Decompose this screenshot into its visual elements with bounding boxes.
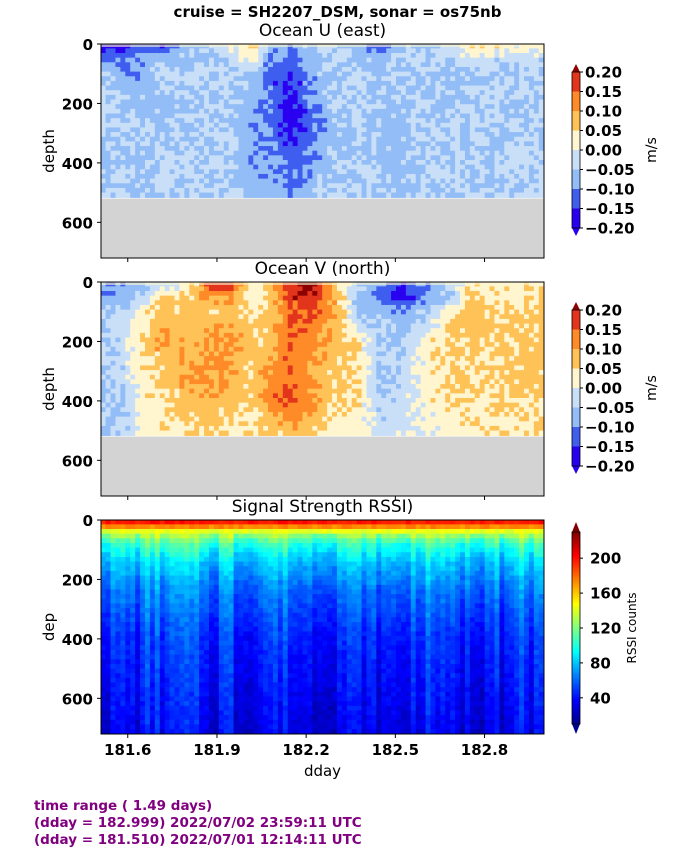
no-data-region [101, 198, 544, 258]
y-tick-label: 0 [83, 36, 93, 54]
panel-3: Signal Strength RSSI) 0 200 400 600 dep 181.6 1… [40, 497, 639, 780]
panel-1: Ocean U (east) 0 200 400 600 depth 0.200.15 0.1… [40, 21, 660, 262]
colorbar-band [572, 407, 580, 427]
colorbar-tick-label: −0.20 [585, 220, 635, 238]
y-tick-label: 200 [62, 571, 93, 589]
colorbar-tick-label: 0.00 [585, 142, 622, 160]
no-data-region [101, 436, 544, 496]
panel-2: Ocean V (north)0200400600depth0.200.150.… [40, 259, 660, 500]
colorbar-tick-label: 120 [590, 620, 621, 638]
colorbar-band [572, 169, 580, 189]
y-tick-label: 400 [62, 393, 93, 411]
x-tick-label: 181.6 [104, 741, 151, 759]
colorbar: 0.200.15 0.100.05 0.00−0.05 −0.10−0.15 −0.20… [571, 64, 660, 238]
colorbar-tick-label: −0.05 [585, 161, 635, 179]
y-tick-label: 600 [62, 690, 93, 708]
y-tick-label: 600 [62, 452, 93, 470]
heatmap-cells [100, 43, 545, 198]
heatmap-cells [100, 281, 545, 436]
panel-title: Ocean V (north) [255, 259, 391, 279]
x-tick-label: 182.2 [282, 741, 329, 759]
x-tick-label: 182.5 [372, 741, 419, 759]
y-tick-label: 0 [83, 512, 93, 530]
colorbar-tick-label: −0.10 [585, 181, 635, 199]
figure-suptitle: cruise = SH2207_DSM, sonar = os75nb [173, 3, 502, 21]
colorbar-band [572, 72, 580, 92]
colorbar-band [572, 189, 580, 209]
y-tick-label: 400 [62, 155, 93, 173]
y-tick-label: 0 [83, 274, 93, 292]
y-axis-label: depth [40, 367, 58, 411]
footer-time-range: time range ( 1.49 days) [34, 798, 213, 814]
y-tick-label: 200 [62, 333, 93, 351]
colorbar-tick-label: 0.20 [585, 64, 622, 82]
colorbar: 0.200.15 0.100.05 0.00−0.05 −0.10−0.15 −0.20… [571, 302, 660, 476]
colorbar-tick-label: 0.15 [585, 83, 622, 101]
colorbar-label: m/s [644, 375, 660, 401]
colorbar-band [572, 150, 580, 170]
colorbar-tick-label: 0.10 [585, 103, 622, 121]
colorbar-band [572, 388, 580, 408]
colorbar-extend-top [572, 302, 580, 310]
colorbar-tick-label: −0.15 [585, 438, 635, 456]
colorbar-tick-label: −0.20 [585, 458, 635, 476]
colorbar-tick-label: −0.10 [585, 419, 635, 437]
axes-frame [100, 43, 545, 259]
colorbar-label: RSSI counts [625, 592, 639, 663]
colorbar-extend-bottom [572, 466, 580, 474]
colorbar-band [572, 111, 580, 131]
time-range-footer: time range ( 1.49 days) (dday = 182.999)… [34, 798, 362, 849]
heatmap-cells [100, 519, 545, 735]
colorbar-tick-label: 0.10 [585, 341, 622, 359]
y-axis-label: depth [40, 129, 58, 173]
colorbar-band [572, 91, 580, 111]
colorbar-band [572, 310, 580, 330]
panel-title: Signal Strength RSSI) [232, 497, 414, 517]
colorbar-band [572, 368, 580, 388]
x-axis-label: dday [304, 762, 341, 780]
colorbar-tick-label: 0.15 [585, 321, 622, 339]
y-tick-label: 200 [62, 95, 93, 113]
colorbar-tick-label: 40 [590, 689, 611, 707]
y-axis-label: dep [40, 613, 58, 641]
y-tick-label: 400 [62, 631, 93, 649]
colorbar-band [572, 427, 580, 447]
panel-title: Ocean U (east) [259, 21, 386, 41]
colorbar-tick-label: 160 [590, 585, 621, 603]
colorbar-band [572, 130, 580, 150]
colorbar-band [572, 349, 580, 369]
colorbar-gradient [572, 532, 580, 724]
colorbar-tick-label: 80 [590, 654, 611, 672]
colorbar: 200 160 120 80 40 RSSI counts [571, 522, 639, 734]
colorbar-tick-label: 0.05 [585, 360, 622, 378]
colorbar-label: m/s [644, 137, 660, 163]
colorbar-band [572, 329, 580, 349]
x-tick-label: 182.8 [461, 741, 508, 759]
colorbar-band [572, 208, 580, 228]
colorbar-tick-label: −0.05 [585, 399, 635, 417]
colorbar-tick-label: 0.20 [585, 302, 622, 320]
colorbar-band [572, 446, 580, 466]
footer-end-time: (dday = 182.999) 2022/07/02 23:59:11 UTC [34, 815, 362, 831]
colorbar-tick-label: 200 [590, 550, 621, 568]
colorbar-extend-top [572, 64, 580, 72]
colorbar-tick-label: −0.15 [585, 200, 635, 218]
colorbar-tick-label: 0.05 [585, 122, 622, 140]
colorbar-extend-top [572, 522, 580, 532]
x-tick-label: 181.9 [193, 741, 240, 759]
axes-frame [100, 519, 545, 735]
y-tick-label: 600 [62, 214, 93, 232]
colorbar-extend-bottom [572, 724, 580, 734]
footer-start-time: (dday = 181.510) 2022/07/01 12:14:11 UTC [34, 832, 362, 848]
colorbar-extend-bottom [572, 228, 580, 236]
axes-frame [100, 281, 545, 497]
colorbar-tick-label: 0.00 [585, 380, 622, 398]
